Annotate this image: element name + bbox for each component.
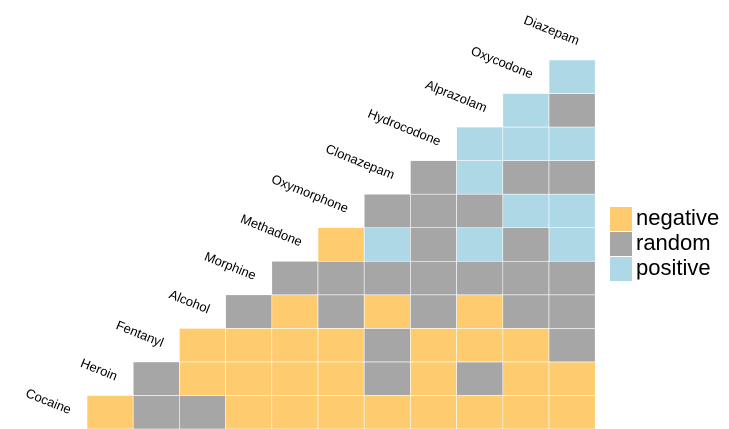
legend-label: positive xyxy=(636,255,711,280)
heatmap-cell xyxy=(410,227,457,262)
heatmap-cell xyxy=(317,227,365,262)
heatmap-cell xyxy=(548,160,596,195)
heatmap-cell xyxy=(456,361,504,396)
heatmap-cell xyxy=(410,328,457,363)
heatmap-cell xyxy=(548,260,596,296)
heatmap-cell xyxy=(548,193,596,228)
heatmap-cell xyxy=(456,126,504,161)
heatmap-cell xyxy=(271,395,319,429)
heatmap-cell xyxy=(548,59,596,94)
heatmap-cell xyxy=(363,395,411,429)
variable-label: Oxymorphone xyxy=(269,171,350,215)
heatmap-cell xyxy=(456,294,504,329)
heatmap-cell xyxy=(502,260,550,296)
heatmap-cell xyxy=(271,328,319,363)
heatmap-cell xyxy=(317,328,365,363)
variable-label: Oxycodone xyxy=(469,43,536,82)
heatmap-cell xyxy=(548,227,596,262)
variable-label: Hydrocodone xyxy=(366,106,443,149)
variable-label: Alprazolam xyxy=(423,77,489,115)
heatmap-cell xyxy=(225,361,273,396)
variable-label: Cocaine xyxy=(24,385,74,417)
legend-swatch xyxy=(610,257,632,281)
heatmap-cell xyxy=(225,328,273,363)
heatmap-cell xyxy=(456,227,504,262)
heatmap-cell xyxy=(502,361,550,396)
variable-label: Diazepam xyxy=(522,12,582,48)
heatmap-cell xyxy=(179,361,226,396)
variable-label: Alcohol xyxy=(167,286,212,316)
legend-label: negative xyxy=(636,205,719,230)
heatmap-cell xyxy=(132,361,180,396)
heatmap-cell xyxy=(410,395,457,429)
variable-label: Morphine xyxy=(202,249,258,283)
heatmap-cell xyxy=(502,126,550,161)
heatmap-cell xyxy=(363,328,411,363)
heatmap-cell xyxy=(410,294,457,329)
heatmap-cell xyxy=(548,328,596,363)
variable-label: Fentanyl xyxy=(114,317,166,350)
legend-swatch xyxy=(610,207,632,231)
heatmap-cell xyxy=(86,395,134,429)
heatmap-cell xyxy=(456,193,504,228)
heatmap-cell xyxy=(363,227,411,262)
heatmap-cell xyxy=(410,260,457,296)
heatmap-cell xyxy=(456,395,504,429)
heatmap-cell xyxy=(363,294,411,329)
heatmap-cell xyxy=(502,395,550,429)
heatmap-cell xyxy=(502,193,550,228)
heatmap-cell xyxy=(317,294,365,329)
heatmap-cell xyxy=(456,260,504,296)
heatmap-cell xyxy=(548,395,596,429)
heatmap-cell xyxy=(410,361,457,396)
heatmap-cell xyxy=(317,260,365,296)
variable-label: Heroin xyxy=(79,355,120,383)
legend-label: random xyxy=(636,230,711,255)
heatmap-cell xyxy=(410,193,457,228)
heatmap-cell xyxy=(456,160,504,195)
heatmap-cell xyxy=(317,395,365,429)
heatmap-cell xyxy=(502,227,550,262)
heatmap-cell xyxy=(271,361,319,396)
heatmap-cell xyxy=(502,294,550,329)
heatmap-cell xyxy=(317,361,365,396)
variable-label: Methadone xyxy=(239,211,305,249)
heatmap-cell xyxy=(363,260,411,296)
heatmap-cell xyxy=(502,93,550,128)
heatmap-cell xyxy=(502,160,550,195)
variable-label: Clonazepam xyxy=(324,141,397,182)
heatmap-cell xyxy=(179,395,226,429)
heatmap-cell xyxy=(271,294,319,329)
heatmap-cell xyxy=(363,193,411,228)
heatmap-cell xyxy=(363,361,411,396)
heatmap-cell xyxy=(548,93,596,128)
heatmap-cell xyxy=(225,395,273,429)
heatmap-cell xyxy=(502,328,550,363)
heatmap-cell xyxy=(271,260,319,296)
legend-swatch xyxy=(610,232,632,256)
heatmap-cell xyxy=(410,160,457,195)
heatmap-cell xyxy=(456,328,504,363)
heatmap-cell xyxy=(548,126,596,161)
heatmap-cell xyxy=(548,361,596,396)
heatmap-cell xyxy=(132,395,180,429)
heatmap-cell xyxy=(548,294,596,329)
heatmap-cell xyxy=(179,328,226,363)
heatmap-cell xyxy=(225,294,273,329)
